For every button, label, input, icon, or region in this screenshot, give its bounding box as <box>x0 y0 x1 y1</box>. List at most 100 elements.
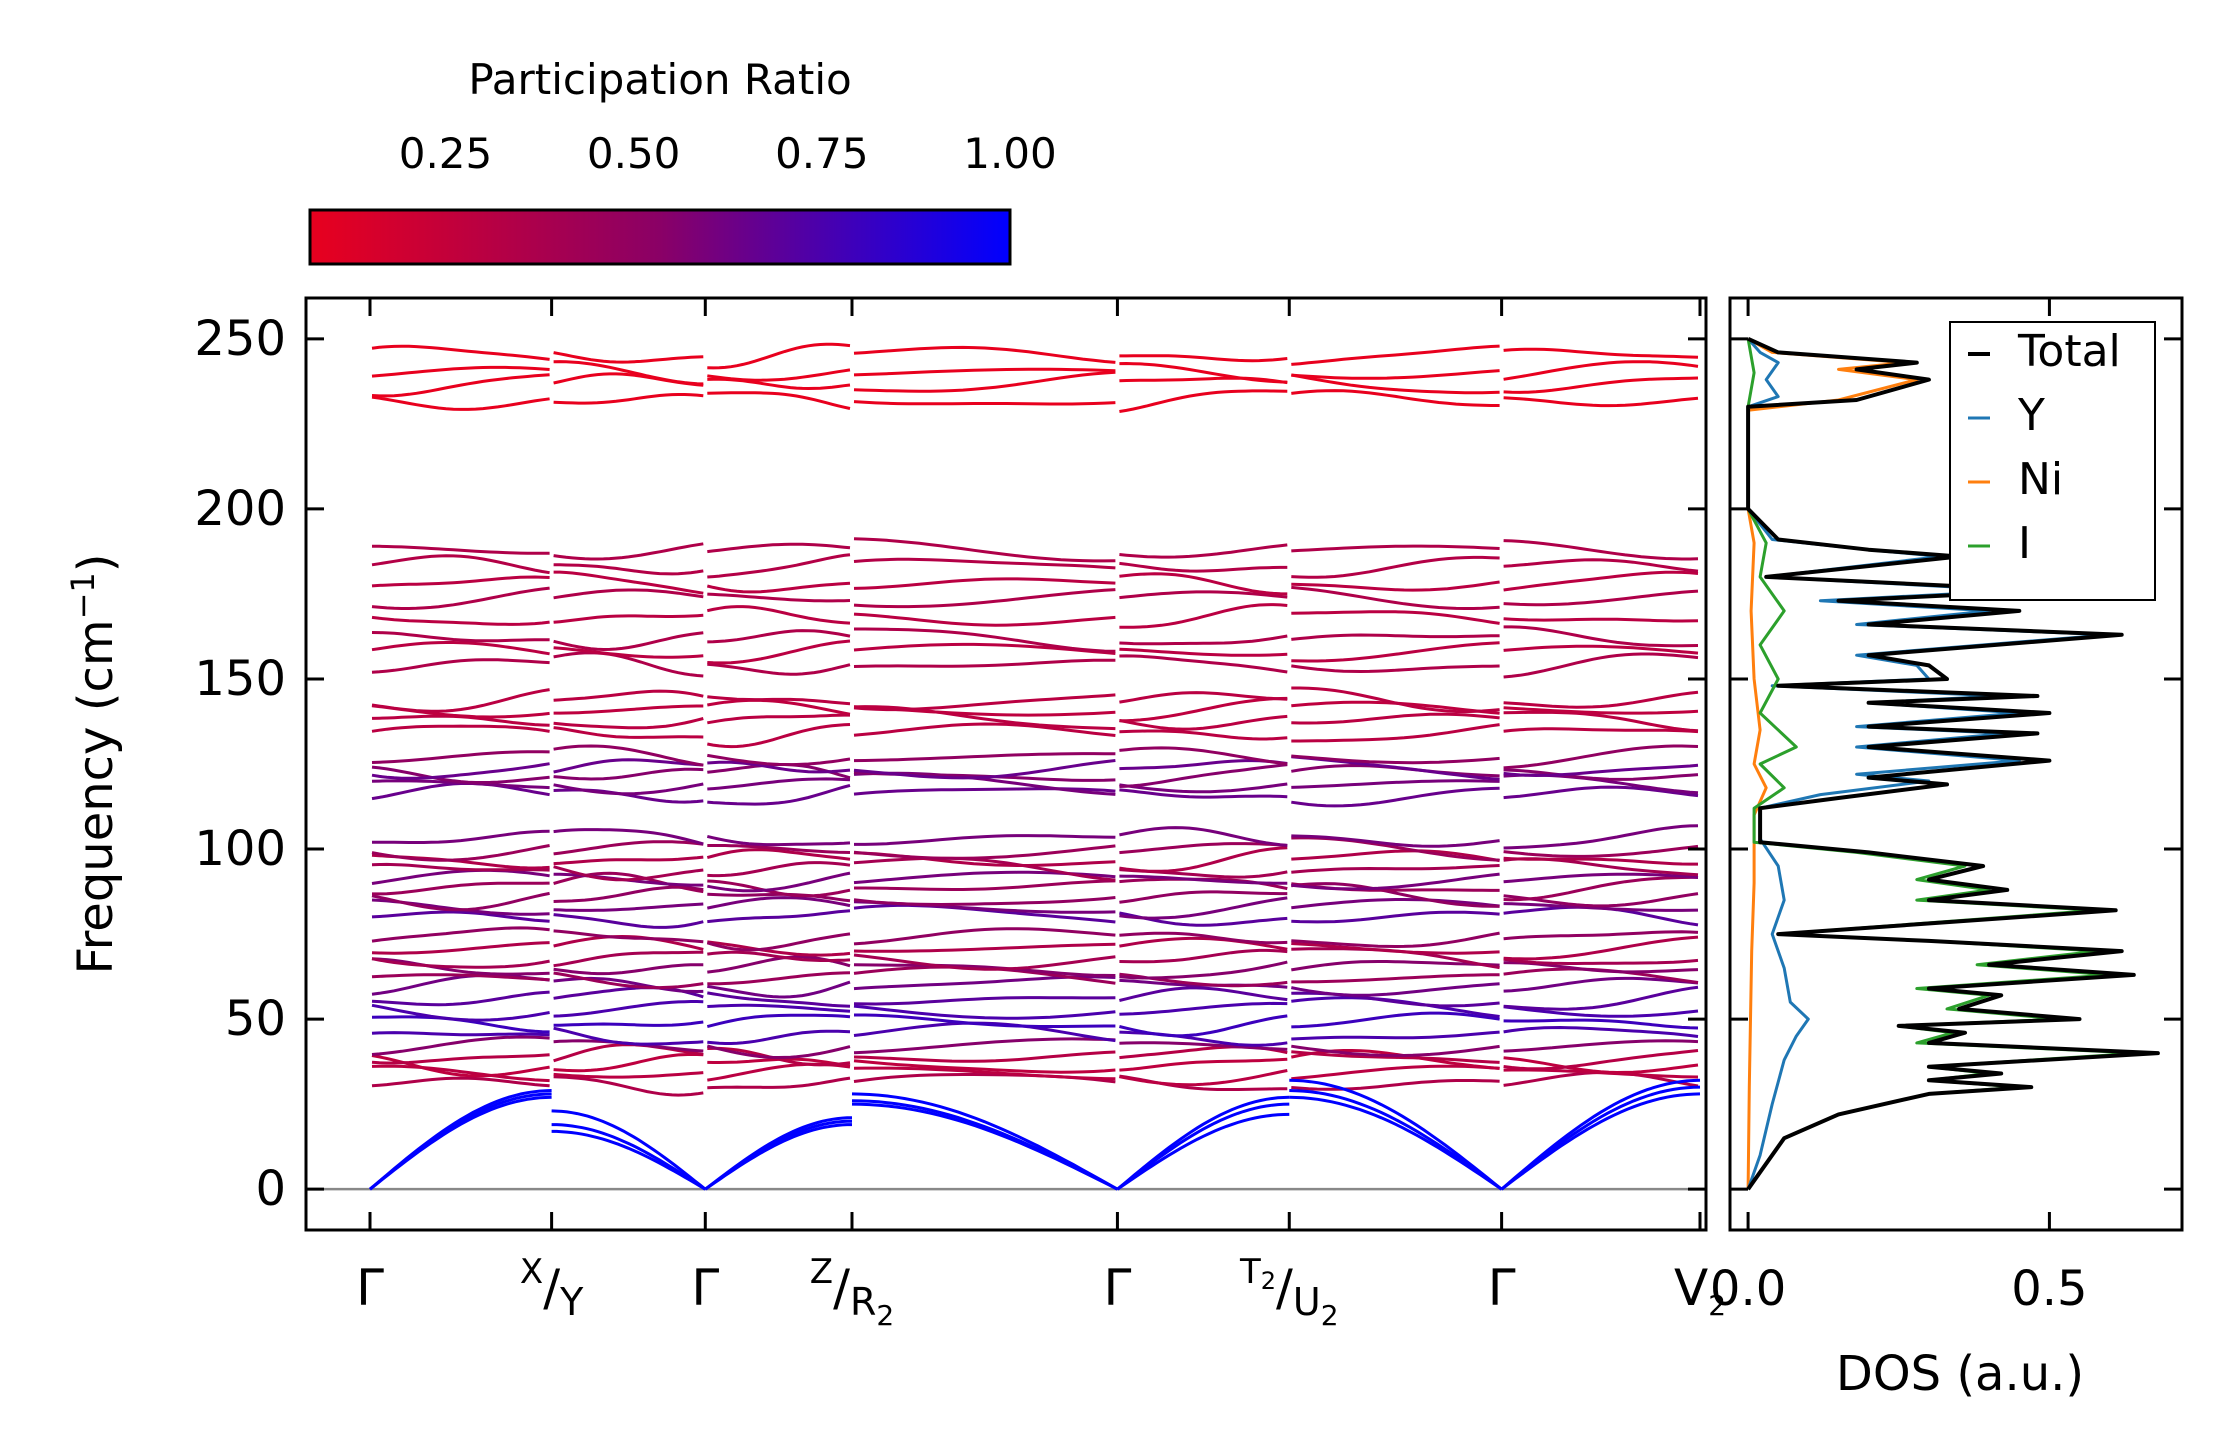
band-line <box>1503 347 1699 359</box>
band-line <box>553 788 704 804</box>
band-line <box>1119 936 1288 951</box>
band-line <box>853 722 1116 737</box>
band-line <box>553 689 704 702</box>
band-line <box>1119 543 1288 559</box>
band-line <box>1119 1041 1288 1051</box>
band-line <box>706 605 851 625</box>
band-line <box>553 1000 704 1018</box>
band-line <box>707 629 851 644</box>
band-line <box>371 862 550 872</box>
band-line <box>553 744 704 767</box>
band-line <box>1119 696 1288 723</box>
band-line <box>553 865 704 882</box>
band-line <box>707 1029 851 1045</box>
band-line <box>372 881 550 896</box>
band-line <box>553 613 704 624</box>
dos-panel: 0.0 0.5 DOS (a.u.) Total Y Ni I <box>1710 296 2184 1402</box>
band-line <box>371 575 550 588</box>
band-line <box>707 971 851 986</box>
band-line <box>1291 1044 1500 1058</box>
acoustic-branch <box>1289 1089 1503 1191</box>
band-line <box>1119 846 1288 873</box>
band-line <box>853 1050 1116 1063</box>
band-line <box>553 929 704 944</box>
band-line <box>1291 344 1500 366</box>
band-line <box>553 631 704 652</box>
band-line <box>553 563 704 576</box>
band-line <box>1503 690 1699 709</box>
band-line <box>371 990 550 1007</box>
band-line <box>1291 580 1500 592</box>
y-tick-label: 200 <box>194 481 286 537</box>
band-line <box>1291 1050 1500 1064</box>
colorbar-tick-label: 0.75 <box>775 129 869 178</box>
dispersion-panel: 0 50 100 150 200 250 Γ X/Y Γ Z/R2 Γ T2/U2 Γ V2 Frequ… <box>64 296 1726 1332</box>
band-line <box>553 758 704 774</box>
band-line <box>371 957 550 976</box>
band-line <box>371 544 550 555</box>
band-line <box>1503 625 1699 648</box>
band-line <box>1119 763 1288 788</box>
band-line <box>1119 788 1288 799</box>
acoustic-branch <box>551 1109 707 1191</box>
band-line <box>1291 633 1500 641</box>
band-line <box>553 986 704 1000</box>
band-line <box>1291 1011 1500 1029</box>
band-line <box>1503 844 1699 858</box>
acoustic-branch <box>1500 1092 1701 1191</box>
band-line <box>1503 396 1699 408</box>
band-line <box>1119 654 1288 674</box>
band-line <box>1119 931 1288 945</box>
band-line <box>853 537 1116 563</box>
band-line <box>853 612 1116 627</box>
band-line <box>1503 856 1698 866</box>
band-line <box>1119 714 1288 731</box>
band-line <box>1503 1018 1699 1030</box>
legend-entry: Y <box>2017 390 2045 441</box>
band-line <box>706 581 851 594</box>
band-line <box>853 588 1116 609</box>
band-line <box>1291 942 1500 955</box>
band-line <box>707 896 851 910</box>
band-line <box>853 577 1116 590</box>
band-line <box>1503 763 1699 778</box>
band-line <box>553 646 704 659</box>
band-line <box>1291 864 1500 874</box>
band-line <box>853 693 1116 712</box>
k-point-label: Γ <box>1103 1259 1131 1317</box>
legend-box <box>1949 321 2156 601</box>
band-line <box>707 844 851 854</box>
band-line <box>553 393 704 405</box>
band-line <box>707 861 851 878</box>
band-line <box>371 750 550 764</box>
k-path-ticks: Γ X/Y Γ Z/R2 Γ T2/U2 Γ V2 <box>356 298 1726 1332</box>
band-line <box>1291 1079 1500 1091</box>
band-line <box>371 973 550 982</box>
band-line <box>853 367 1116 377</box>
band-line <box>553 1052 704 1073</box>
band-line <box>371 844 550 862</box>
band-line <box>707 760 851 774</box>
band-line <box>707 909 851 924</box>
band-line <box>1119 896 1288 920</box>
band-line <box>853 658 1116 668</box>
band-line <box>371 829 550 844</box>
band-line <box>1503 872 1699 884</box>
band-line <box>853 896 1116 907</box>
band-line <box>707 1062 851 1082</box>
band-line <box>1291 982 1500 997</box>
band-line <box>553 828 704 846</box>
band-line <box>371 615 550 626</box>
band-line <box>1291 960 1500 972</box>
y-axis-label: Frequency (cm−1) <box>64 553 124 974</box>
band-line <box>553 717 704 730</box>
band-line <box>1291 641 1500 663</box>
band-line <box>853 953 1116 971</box>
legend-entry: Total <box>2017 326 2121 377</box>
band-line <box>707 713 850 725</box>
band-line <box>1119 729 1288 741</box>
band-line <box>853 1059 1116 1074</box>
band-line <box>1119 634 1288 646</box>
band-line <box>553 570 704 595</box>
band-line <box>1503 360 1699 381</box>
